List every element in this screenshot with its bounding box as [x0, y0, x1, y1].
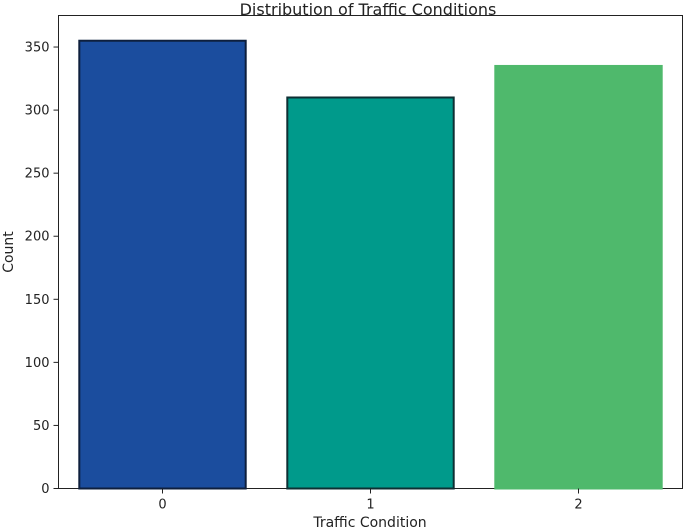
y-tick-label: 100: [25, 356, 50, 371]
bars-group: [78, 39, 663, 490]
bar-2: [494, 64, 663, 490]
bar-0: [78, 39, 247, 490]
y-axis-ticks: 0 50 100 150 200 250 300 350: [25, 41, 59, 497]
x-axis-ticks: 0 1 2: [158, 488, 583, 513]
y-tick-label: 350: [25, 41, 50, 56]
y-tick-label: 200: [25, 230, 50, 245]
x-tick-label: 1: [366, 498, 374, 513]
x-axis-label: Traffic Condition: [312, 515, 426, 530]
y-tick-label: 150: [25, 293, 50, 308]
y-tick-label: 250: [25, 167, 50, 182]
y-tick-label: 50: [33, 419, 50, 434]
x-tick-label: 0: [158, 498, 166, 513]
chart-title: Distribution of Traffic Conditions: [240, 0, 497, 19]
bar-1: [286, 96, 455, 490]
y-tick-label: 0: [41, 482, 49, 497]
x-tick-label: 2: [574, 498, 582, 513]
y-tick-label: 300: [25, 104, 50, 119]
y-axis-label: Count: [1, 231, 17, 273]
